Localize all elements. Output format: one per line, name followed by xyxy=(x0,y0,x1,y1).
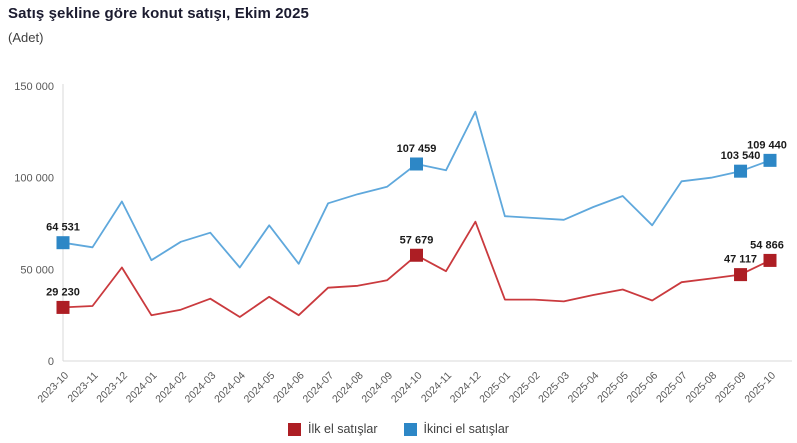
x-axis-label: 2024-03 xyxy=(183,370,219,406)
x-axis-label: 2024-05 xyxy=(242,370,278,406)
ikinci-el-legend-label: İkinci el satışlar xyxy=(423,422,509,436)
y-tick-label: 50 000 xyxy=(20,264,54,276)
data-point-marker xyxy=(763,253,777,267)
x-axis-label: 2025-06 xyxy=(625,370,661,406)
x-axis-label: 2023-11 xyxy=(65,370,100,405)
y-tick-label: 150 000 xyxy=(14,81,54,93)
chart-title: Satış şekline göre konut satışı, Ekim 20… xyxy=(8,5,309,22)
x-axis-label: 2025-02 xyxy=(507,370,543,406)
x-axis-label: 2025-04 xyxy=(566,370,602,406)
line-chart-canvas: 0 50 000 100 000 150 000 2023-102023-112023-… xyxy=(14,81,792,406)
data-point-label: 103 540 xyxy=(721,150,761,162)
x-axis-label: 2025-03 xyxy=(536,370,572,406)
data-point-marker xyxy=(56,300,70,314)
x-axis-label: 2024-07 xyxy=(301,370,337,406)
x-axis-label: 2024-02 xyxy=(153,370,189,406)
x-axis-label: 2025-08 xyxy=(683,370,719,406)
x-axis-label: 2024-08 xyxy=(330,370,366,406)
y-tick-label: 100 000 xyxy=(14,173,54,185)
x-axis-label: 2025-01 xyxy=(477,370,513,406)
x-axis-label: 2024-09 xyxy=(359,370,395,406)
data-point-label: 57 679 xyxy=(400,234,434,246)
data-point-marker xyxy=(410,157,423,171)
ilk-el-legend-label: İlk el satışlar xyxy=(308,422,378,436)
y-tick-label: 0 xyxy=(48,356,54,368)
x-axis-label: 2025-09 xyxy=(713,370,749,406)
x-axis-label: 2024-04 xyxy=(212,370,248,406)
data-point-label: 54 866 xyxy=(750,239,784,251)
chart-legend: İlk el satışlar İkinci el satışlar xyxy=(0,422,797,436)
legend-item-ikinci-el-satislar[interactable]: İkinci el satışlar xyxy=(403,422,509,436)
x-axis-label: 2025-10 xyxy=(742,370,778,406)
data-point-marker xyxy=(734,268,748,282)
x-axis-label: 2024-06 xyxy=(271,370,307,406)
data-point-marker xyxy=(734,164,748,178)
data-point-marker xyxy=(56,236,70,250)
data-point-label: 29 230 xyxy=(46,286,80,298)
x-axis-label: 2024-01 xyxy=(124,370,160,406)
ikinci-el-legend-swatch-icon xyxy=(403,422,417,436)
x-axis-label: 2025-05 xyxy=(595,370,631,406)
x-axis-label: 2024-12 xyxy=(448,370,484,406)
x-axis-label: 2024-10 xyxy=(389,370,425,406)
chart-subtitle: (Adet) xyxy=(8,30,44,45)
data-point-marker xyxy=(410,248,423,262)
legend-item-ilk-el-satislar[interactable]: İlk el satışlar xyxy=(288,422,378,436)
ilk-el-legend-swatch-icon xyxy=(288,422,302,436)
x-axis-label: 2023-10 xyxy=(35,370,71,406)
data-point-label: 107 459 xyxy=(397,143,437,155)
data-point-label: 64 531 xyxy=(46,222,80,234)
data-point-label: 47 117 xyxy=(724,254,757,266)
data-point-marker xyxy=(763,153,777,167)
x-axis-label: 2023-12 xyxy=(94,370,130,406)
x-axis-label: 2024-11 xyxy=(419,370,454,405)
data-point-label: 109 440 xyxy=(747,139,787,151)
x-axis-label: 2025-07 xyxy=(654,370,690,406)
